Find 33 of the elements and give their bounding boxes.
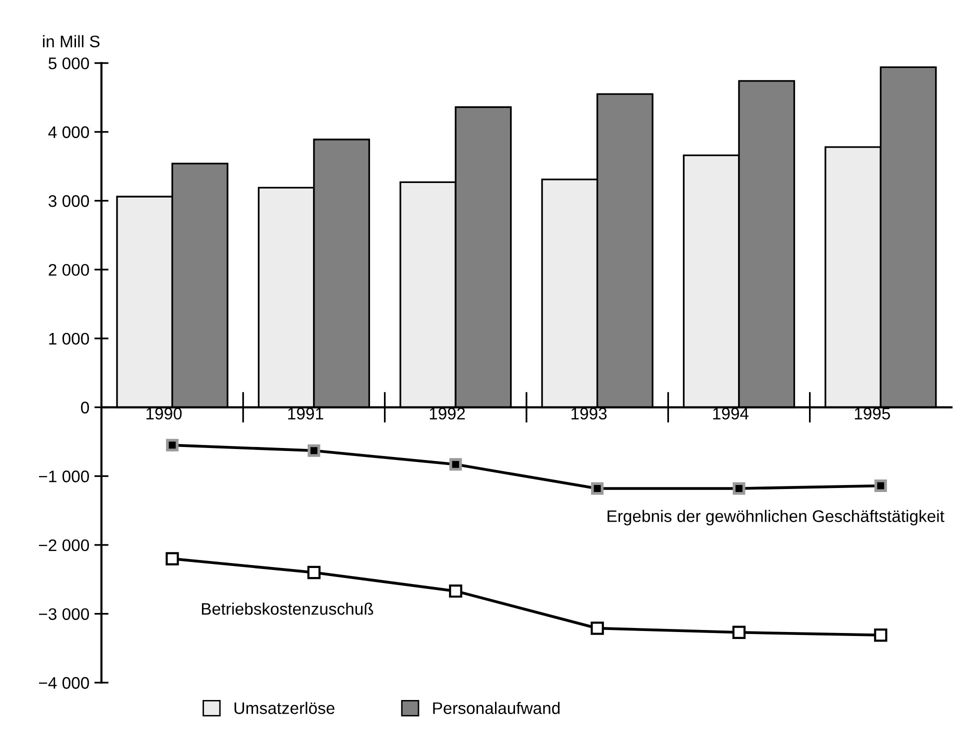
y-tick-label: 1 000 <box>49 332 89 345</box>
series-label: Ergebnis der gewöhnlichen Geschäftstätigkeit <box>608 510 944 526</box>
legend-label: Umsatzerlöse <box>234 702 334 714</box>
x-tick-label: 1990 <box>146 408 182 420</box>
point <box>591 482 604 495</box>
y-axis-title: in Mill S <box>43 35 100 48</box>
y-tick-label: 2 000 <box>48 264 89 276</box>
point <box>166 438 179 452</box>
point <box>449 584 462 598</box>
point <box>308 444 320 457</box>
point <box>732 482 746 495</box>
y-tick-label: 0 <box>81 402 89 414</box>
x-tick-label: 1992 <box>430 408 465 420</box>
x-tick-label: 1994 <box>713 408 749 420</box>
y-tick-label: 3 000 <box>48 195 89 207</box>
y-tick-label: 5 000 <box>48 57 89 70</box>
point <box>166 552 179 566</box>
y-tick-label: −2 000 <box>39 539 89 552</box>
series-label: Betriebskostenzuschuß <box>202 602 374 615</box>
x-tick-label: 1995 <box>854 408 890 420</box>
point <box>449 458 462 471</box>
point <box>307 566 321 580</box>
point <box>732 626 746 639</box>
x-tick-label: 1991 <box>288 408 324 420</box>
y-tick-label: −3 000 <box>39 608 89 620</box>
y-tick-label: −4 000 <box>39 677 89 689</box>
point <box>874 628 888 642</box>
point <box>590 622 604 635</box>
y-tick-label: −1 000 <box>39 470 89 482</box>
point <box>874 480 887 492</box>
y-tick-label: 4 000 <box>48 126 89 138</box>
legend-label: Personalaufwand <box>433 702 560 714</box>
x-tick-label: 1993 <box>572 408 607 420</box>
